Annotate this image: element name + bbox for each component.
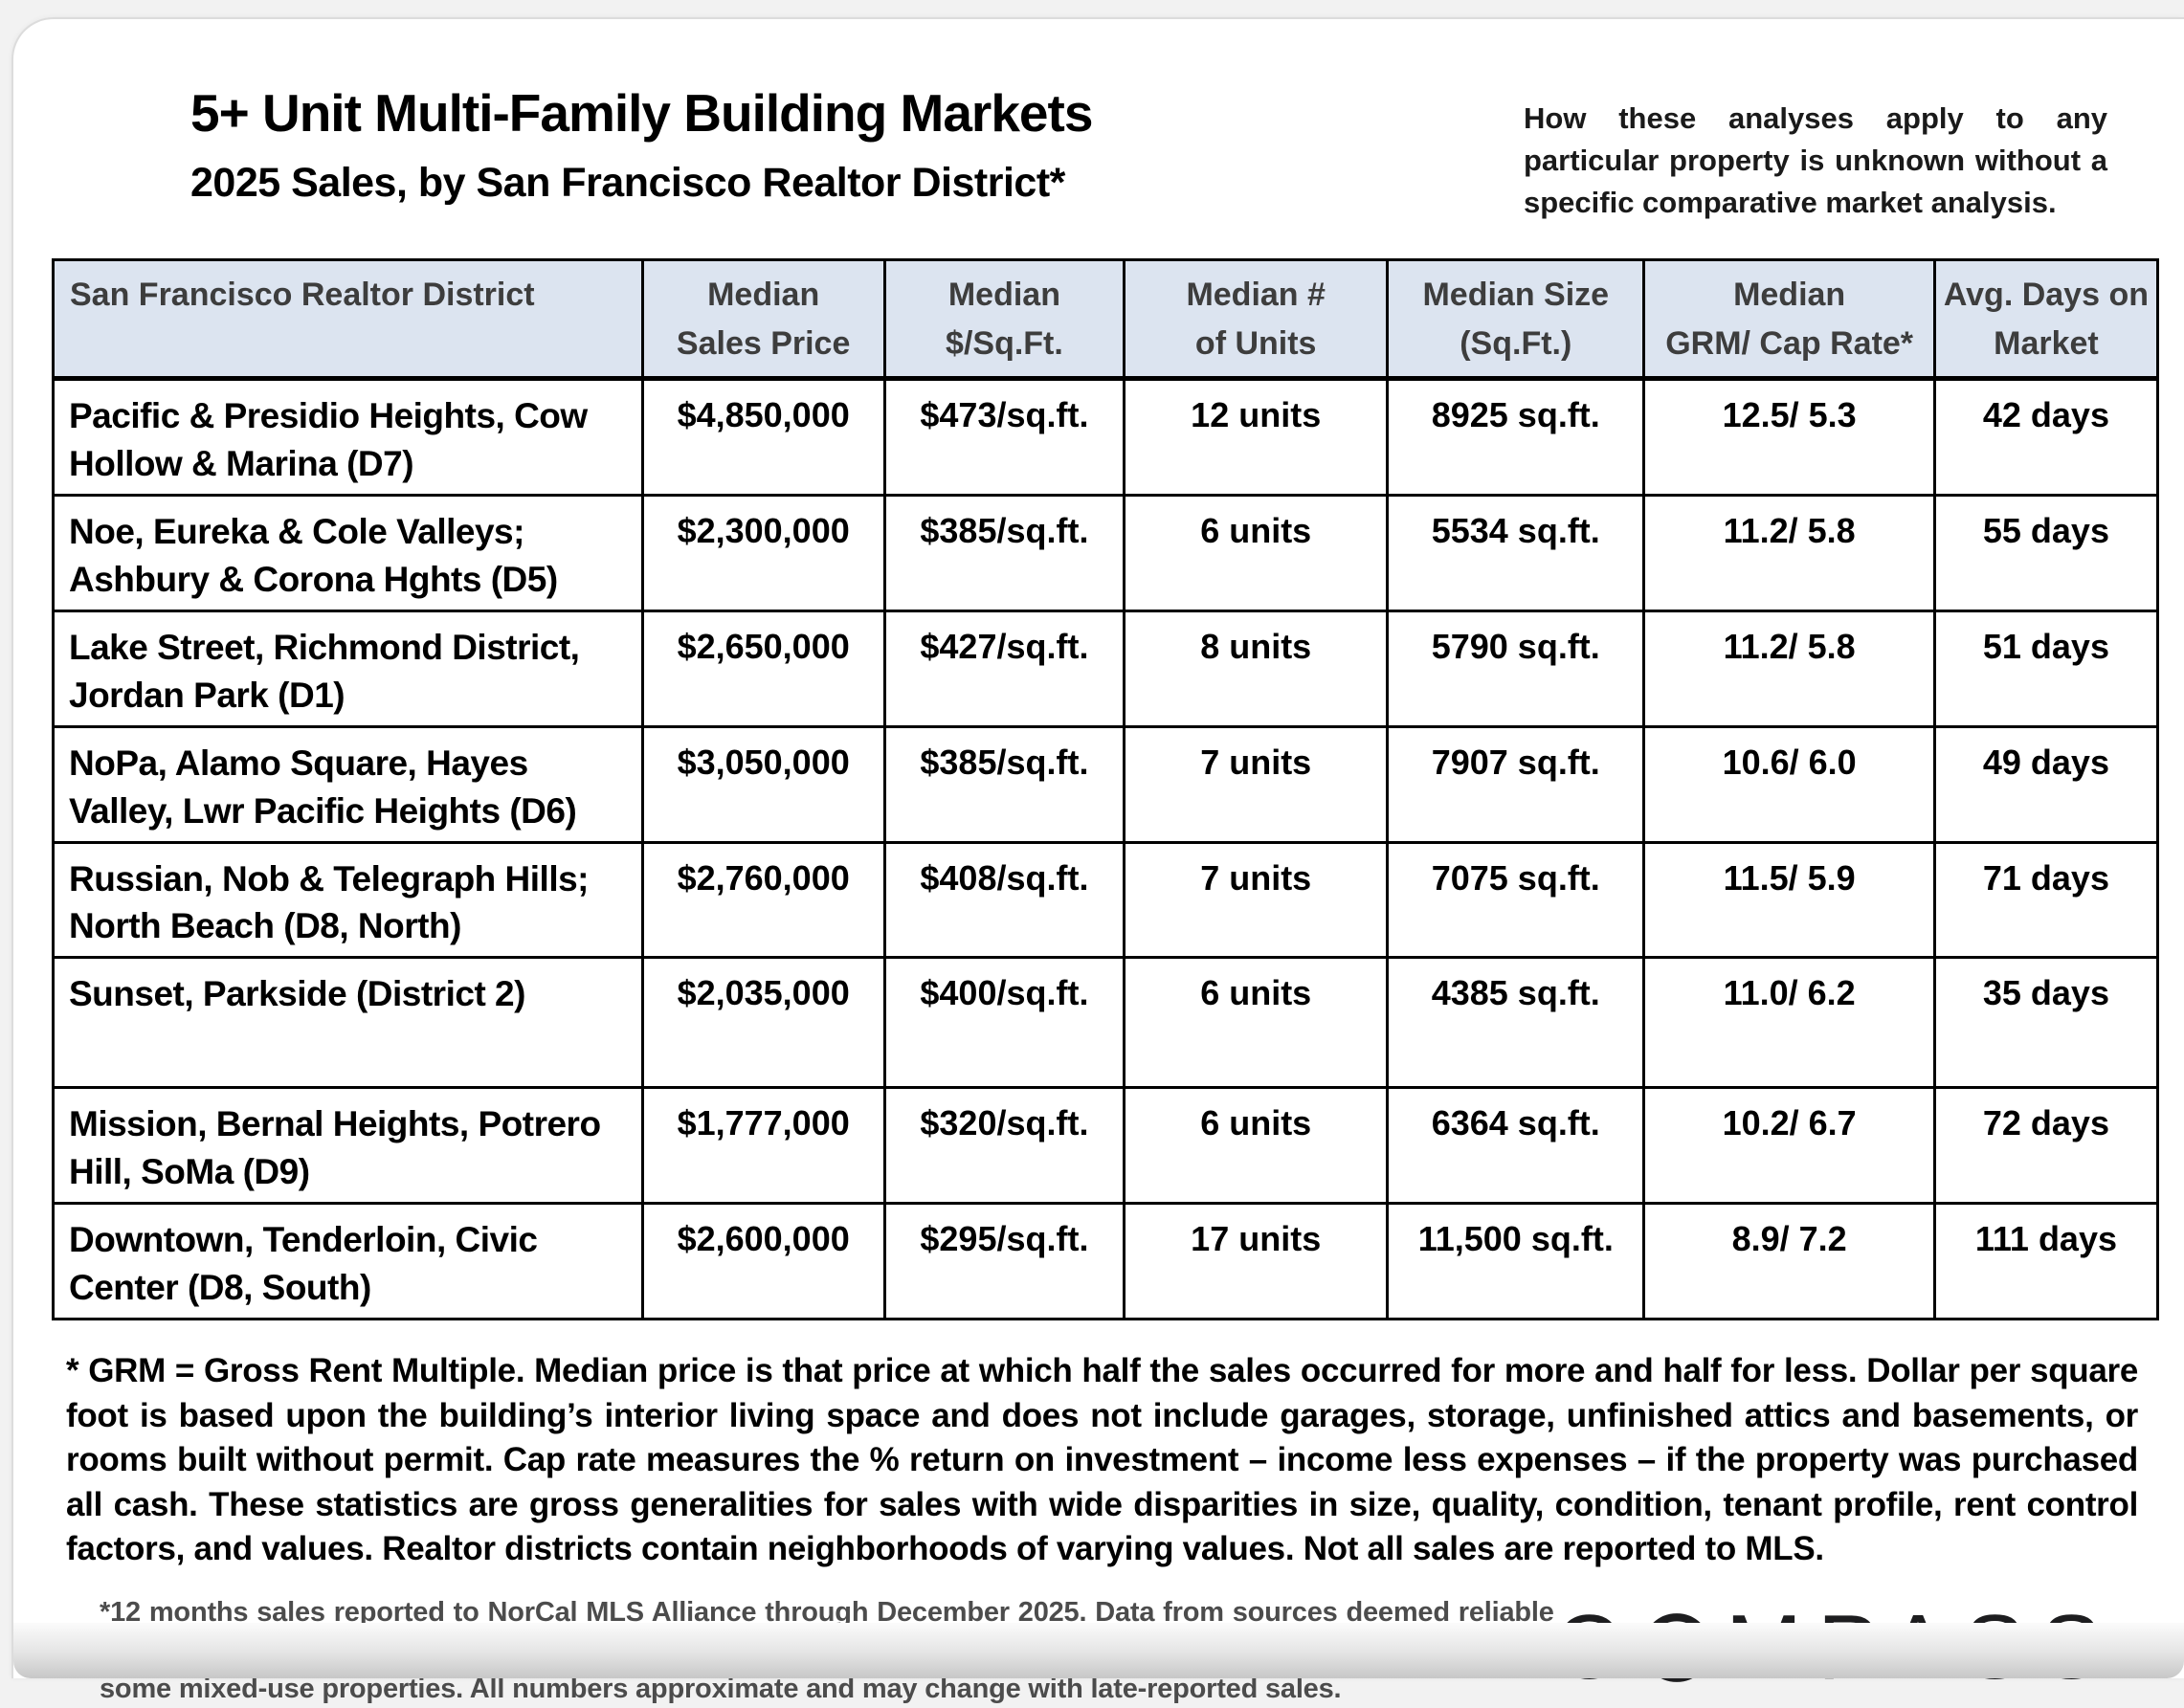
cell-sales-price: $2,600,000: [642, 1204, 884, 1320]
cell-grm-cap: 11.2/ 5.8: [1644, 495, 1934, 610]
cell-per-sqft: $320/sq.ft.: [884, 1088, 1125, 1204]
cell-sales-price: $2,760,000: [642, 842, 884, 958]
column-header-line: (Sq.Ft.): [1396, 320, 1635, 368]
table-row: Noe, Eureka & Cole Valleys; Ashbury & Co…: [54, 495, 2158, 610]
column-header-line: of Units: [1133, 320, 1378, 368]
column-header-num-units: Median # of Units: [1125, 260, 1388, 379]
column-header-size: Median Size (Sq.Ft.): [1388, 260, 1644, 379]
cell-days-on-market: 55 days: [1934, 495, 2157, 610]
cell-days-on-market: 42 days: [1934, 379, 2157, 496]
cell-district: Lake Street, Richmond District, Jordan P…: [54, 610, 643, 726]
cell-grm-cap: 12.5/ 5.3: [1644, 379, 1934, 496]
cell-grm-cap: 10.2/ 6.7: [1644, 1088, 1934, 1204]
column-header-line: Market: [1944, 320, 2149, 368]
column-header-per-sqft: Median $/Sq.Ft.: [884, 260, 1125, 379]
cell-per-sqft: $385/sq.ft.: [884, 495, 1125, 610]
cell-district: Sunset, Parkside (District 2): [54, 958, 643, 1088]
cell-num-units: 6 units: [1125, 1088, 1388, 1204]
cell-sales-price: $2,650,000: [642, 610, 884, 726]
table-row: Russian, Nob & Telegraph Hills; North Be…: [54, 842, 2158, 958]
table-row: NoPa, Alamo Square, Hayes Valley, Lwr Pa…: [54, 726, 2158, 842]
cell-grm-cap: 11.2/ 5.8: [1644, 610, 1934, 726]
cell-grm-cap: 8.9/ 7.2: [1644, 1204, 1934, 1320]
table-row: Sunset, Parkside (District 2) $2,035,000…: [54, 958, 2158, 1088]
cell-days-on-market: 35 days: [1934, 958, 2157, 1088]
column-header-sales-price: Median Sales Price: [642, 260, 884, 379]
cell-num-units: 6 units: [1125, 495, 1388, 610]
table-header-row: San Francisco Realtor District Median Sa…: [54, 260, 2158, 379]
cell-district: Noe, Eureka & Cole Valleys; Ashbury & Co…: [54, 495, 643, 610]
cell-num-units: 7 units: [1125, 842, 1388, 958]
cell-per-sqft: $295/sq.ft.: [884, 1204, 1125, 1320]
cell-size: 7907 sq.ft.: [1388, 726, 1644, 842]
page-subtitle: 2025 Sales, by San Francisco Realtor Dis…: [190, 160, 1092, 207]
cell-district: Mission, Bernal Heights, Potrero Hill, S…: [54, 1088, 643, 1204]
column-header-line: San Francisco Realtor District: [70, 271, 634, 320]
column-header-line: Median: [652, 271, 876, 320]
column-header-grm-cap: Median GRM/ Cap Rate*: [1644, 260, 1934, 379]
cell-per-sqft: $400/sq.ft.: [884, 958, 1125, 1088]
cell-grm-cap: 11.0/ 6.2: [1644, 958, 1934, 1088]
disclaimer-note: How these analyses apply to any particul…: [1524, 98, 2107, 224]
cell-per-sqft: $473/sq.ft.: [884, 379, 1125, 496]
table-row: Downtown, Tenderloin, Civic Center (D8, …: [54, 1204, 2158, 1320]
column-header-line: Median #: [1133, 271, 1378, 320]
cell-size: 11,500 sq.ft.: [1388, 1204, 1644, 1320]
column-header-line: Median: [894, 271, 1116, 320]
cell-sales-price: $4,850,000: [642, 379, 884, 496]
cell-days-on-market: 71 days: [1934, 842, 2157, 958]
header-area: 5+ Unit Multi-Family Building Markets 20…: [13, 19, 2184, 224]
cell-days-on-market: 49 days: [1934, 726, 2157, 842]
column-header-district: San Francisco Realtor District: [54, 260, 643, 379]
column-header-line: $/Sq.Ft.: [894, 320, 1116, 368]
cell-size: 6364 sq.ft.: [1388, 1088, 1644, 1204]
cell-district: NoPa, Alamo Square, Hayes Valley, Lwr Pa…: [54, 726, 643, 842]
grm-footnote: * GRM = Gross Rent Multiple. Median pric…: [66, 1349, 2138, 1572]
cell-days-on-market: 51 days: [1934, 610, 2157, 726]
cell-grm-cap: 10.6/ 6.0: [1644, 726, 1934, 842]
cell-size: 7075 sq.ft.: [1388, 842, 1644, 958]
column-header-line: Median: [1653, 271, 1925, 320]
cell-sales-price: $2,300,000: [642, 495, 884, 610]
page-title: 5+ Unit Multi-Family Building Markets: [190, 84, 1092, 143]
column-header-line: Sales Price: [652, 320, 876, 368]
cell-district: Pacific & Presidio Heights, Cow Hollow &…: [54, 379, 643, 496]
cell-sales-price: $2,035,000: [642, 958, 884, 1088]
table-row: Lake Street, Richmond District, Jordan P…: [54, 610, 2158, 726]
cell-per-sqft: $427/sq.ft.: [884, 610, 1125, 726]
column-header-line: GRM/ Cap Rate*: [1653, 320, 1925, 368]
column-header-days-on-market: Avg. Days on Market: [1934, 260, 2157, 379]
cell-size: 8925 sq.ft.: [1388, 379, 1644, 496]
cell-district: Russian, Nob & Telegraph Hills; North Be…: [54, 842, 643, 958]
cell-grm-cap: 11.5/ 5.9: [1644, 842, 1934, 958]
column-header-line: Avg. Days on: [1944, 271, 2149, 320]
cell-days-on-market: 72 days: [1934, 1088, 2157, 1204]
market-data-table: San Francisco Realtor District Median Sa…: [52, 258, 2159, 1320]
cell-per-sqft: $408/sq.ft.: [884, 842, 1125, 958]
cell-num-units: 6 units: [1125, 958, 1388, 1088]
cell-sales-price: $3,050,000: [642, 726, 884, 842]
bottom-gradient-band: [13, 1623, 2184, 1678]
cell-district: Downtown, Tenderloin, Civic Center (D8, …: [54, 1204, 643, 1320]
cell-num-units: 12 units: [1125, 379, 1388, 496]
cell-num-units: 7 units: [1125, 726, 1388, 842]
cell-per-sqft: $385/sq.ft.: [884, 726, 1125, 842]
cell-days-on-market: 111 days: [1934, 1204, 2157, 1320]
page-card: 5+ Unit Multi-Family Building Markets 20…: [11, 17, 2184, 1678]
cell-size: 5534 sq.ft.: [1388, 495, 1644, 610]
cell-sales-price: $1,777,000: [642, 1088, 884, 1204]
cell-num-units: 17 units: [1125, 1204, 1388, 1320]
title-block: 5+ Unit Multi-Family Building Markets 20…: [190, 84, 1092, 207]
cell-size: 5790 sq.ft.: [1388, 610, 1644, 726]
cell-size: 4385 sq.ft.: [1388, 958, 1644, 1088]
cell-num-units: 8 units: [1125, 610, 1388, 726]
table-row: Pacific & Presidio Heights, Cow Hollow &…: [54, 379, 2158, 496]
column-header-line: Median Size: [1396, 271, 1635, 320]
table-row: Mission, Bernal Heights, Potrero Hill, S…: [54, 1088, 2158, 1204]
